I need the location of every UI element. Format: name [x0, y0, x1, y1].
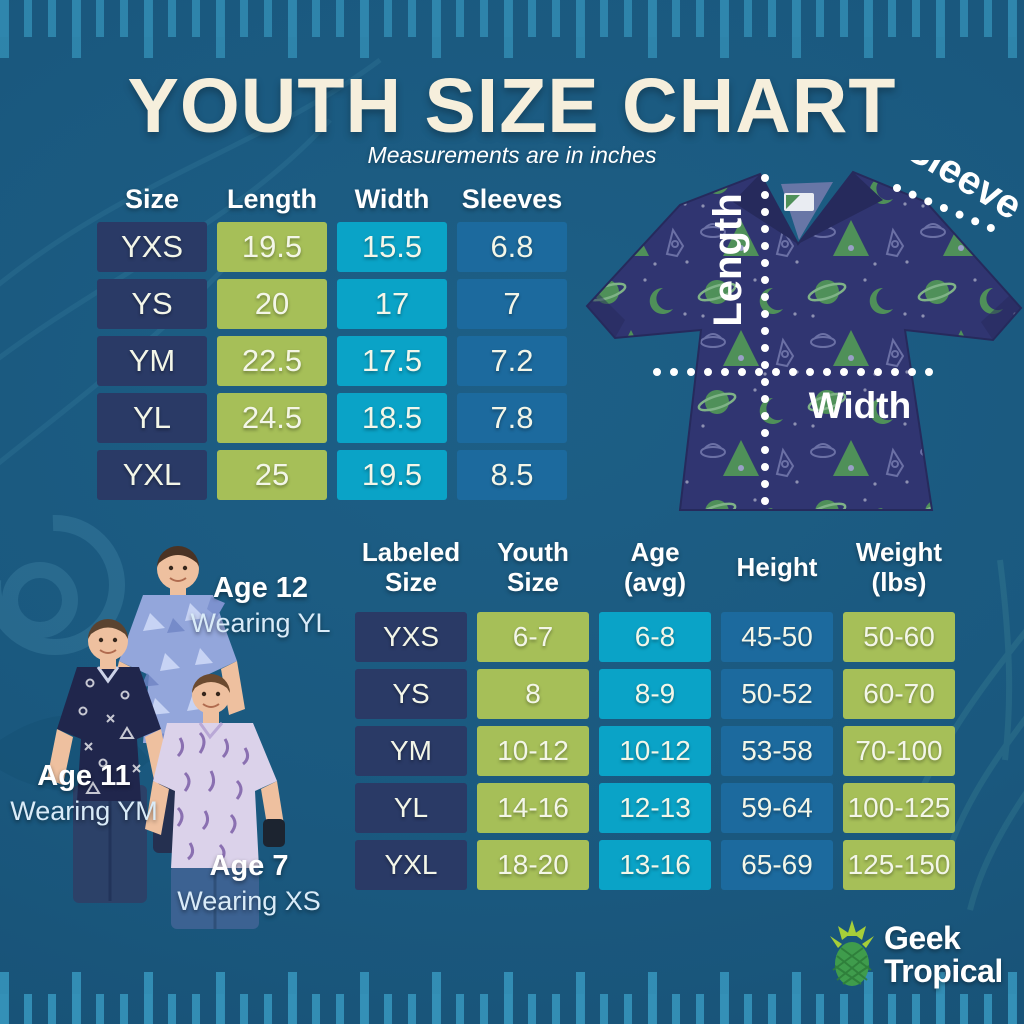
- table-cell: 19.5: [337, 450, 447, 500]
- brand-line-1: Geek: [884, 920, 961, 957]
- table-cell: 45-50: [721, 612, 833, 662]
- table-cell: 50-52: [721, 669, 833, 719]
- model-caption-age-12: Age 12 Wearing YL: [178, 572, 343, 639]
- table-cell: YM: [97, 336, 207, 386]
- table-cell: 18.5: [337, 393, 447, 443]
- table-cell: 50-60: [843, 612, 955, 662]
- width-label: Width: [809, 385, 911, 426]
- table-cell: YL: [97, 393, 207, 443]
- table-cell: 8.5: [457, 450, 567, 500]
- table-cell: 53-58: [721, 726, 833, 776]
- model-age-11: [47, 619, 171, 903]
- model-age-text: Age 11: [37, 760, 131, 792]
- table-cell: YS: [355, 669, 467, 719]
- col-header-sleeves: Sleeves: [461, 184, 563, 215]
- brand-name: Geek Tropical: [884, 922, 1003, 987]
- table-cell: 6-8: [599, 612, 711, 662]
- col-header-labeled-size: Labeled Size: [361, 536, 461, 597]
- table-cell: 25: [217, 450, 327, 500]
- page-subtitle: Measurements are in inches: [367, 142, 657, 168]
- col-header-size: Size: [124, 184, 180, 215]
- ruler-top-decoration: [0, 0, 1024, 60]
- shirt-measurement-diagram: Length Width Sleeve: [585, 160, 1024, 516]
- page-title: YOUTH SIZE CHART: [127, 63, 897, 149]
- table-cell: 22.5: [217, 336, 327, 386]
- table-cell: 15.5: [337, 222, 447, 272]
- table-cell: 65-69: [721, 840, 833, 890]
- length-label: Length: [706, 193, 750, 326]
- table-cell: 60-70: [843, 669, 955, 719]
- table-cell: YXL: [97, 450, 207, 500]
- brand-line-2: Tropical: [884, 953, 1003, 989]
- table-cell: 6-7: [477, 612, 589, 662]
- pineapple-icon: [830, 920, 874, 986]
- kid-models-photo: [47, 546, 285, 929]
- table-cell: 125-150: [843, 840, 955, 890]
- model-wearing-text: Wearing YM: [10, 796, 158, 826]
- table-cell: 8-9: [599, 669, 711, 719]
- table-cell: YS: [97, 279, 207, 329]
- table-cell: 18-20: [477, 840, 589, 890]
- model-caption-age-7: Age 7 Wearing XS: [168, 850, 330, 917]
- model-age-7: [145, 674, 285, 929]
- table-cell: 6.8: [457, 222, 567, 272]
- table-cell: YM: [355, 726, 467, 776]
- table-cell: 17.5: [337, 336, 447, 386]
- model-caption-age-11: Age 11 Wearing YM: [0, 760, 168, 827]
- table-cell: YL: [355, 783, 467, 833]
- col-header-height: Height: [736, 551, 818, 582]
- table-cell: 10-12: [599, 726, 711, 776]
- table-cell: 7.2: [457, 336, 567, 386]
- table-cell: 8: [477, 669, 589, 719]
- measurements-table: Size Length Width Sleeves YXS 19.5 15.5 …: [97, 178, 567, 500]
- table-cell: 12-13: [599, 783, 711, 833]
- model-age-text: Age 12: [212, 572, 309, 604]
- model-wearing-text: Wearing XS: [177, 886, 321, 916]
- table-cell: 13-16: [599, 840, 711, 890]
- table-cell: 14-16: [477, 783, 589, 833]
- table-cell: 7.8: [457, 393, 567, 443]
- col-header-length: Length: [227, 184, 317, 215]
- table-cell: 17: [337, 279, 447, 329]
- brand-logo: Geek Tropical: [828, 920, 1003, 990]
- model-wearing-text: Wearing YL: [190, 608, 331, 638]
- col-header-weight: Weight (lbs): [855, 536, 943, 597]
- table-cell: 70-100: [843, 726, 955, 776]
- table-cell: 10-12: [477, 726, 589, 776]
- table-cell: 20: [217, 279, 327, 329]
- col-header-width: Width: [354, 184, 430, 215]
- col-header-youth-size: Youth Size: [497, 536, 569, 597]
- table-cell: 100-125: [843, 783, 955, 833]
- col-header-age: Age (avg): [623, 536, 687, 597]
- table-cell: 24.5: [217, 393, 327, 443]
- table-cell: 7: [457, 279, 567, 329]
- table-cell: 19.5: [217, 222, 327, 272]
- table-cell: 59-64: [721, 783, 833, 833]
- model-age-text: Age 7: [209, 850, 289, 882]
- table-cell: YXS: [355, 612, 467, 662]
- table-cell: YXL: [355, 840, 467, 890]
- sleeve-dotted-line: [893, 184, 1009, 238]
- fit-guide-table: Labeled Size Youth Size Age (avg) Height…: [355, 530, 955, 890]
- table-cell: YXS: [97, 222, 207, 272]
